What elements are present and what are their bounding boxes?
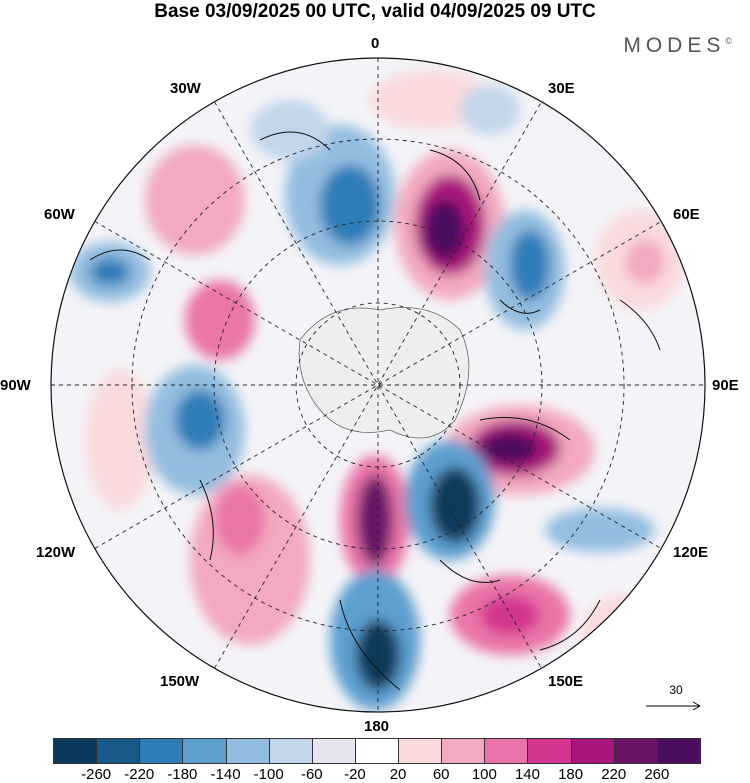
colorbar-swatch [441,738,486,764]
brand-name: MODES [623,34,726,57]
colorbar-tick-label: 220 [601,766,627,783]
colorbar-swatch [96,738,141,764]
lon-label-90w: 90W [0,377,31,394]
lon-label-90e: 90E [712,377,739,394]
colorbar-swatch [268,738,313,764]
colorbar-tick-label: -20 [344,766,366,783]
colorbar-swatch [398,738,443,764]
colorbar-tick-label: -100 [253,766,284,783]
colorbar-tick-label: 140 [514,766,540,783]
colorbar-swatch [527,738,572,764]
colorbar-swatch [613,738,658,764]
vector-reference-label: 30 [669,683,683,697]
copyright-mark: © [725,36,732,46]
colorbar-swatch [484,738,529,764]
lon-label-60e: 60E [673,206,700,223]
colorbar-tick-label: -140 [210,766,241,783]
colorbar-tick-label: 260 [644,766,670,783]
colorbar-swatch [354,738,400,764]
lon-label-30e: 30E [548,80,575,97]
lon-label-180: 180 [364,718,390,735]
anomaly-field [51,58,705,712]
colorbar-tick-label: 60 [432,766,450,783]
colorbar-swatch [311,738,356,764]
lon-label-120w: 120W [36,544,76,561]
map-title: Base 03/09/2025 00 UTC, valid 04/09/2025… [154,1,596,22]
modes-logo: MODES© [623,34,732,58]
lon-label-150e: 150E [548,673,584,690]
colorbar-swatch [570,738,615,764]
colorbar-swatch [53,738,97,764]
map-boundary [50,57,706,713]
colorbar-frame [53,738,700,764]
colorbar-tick-label: -220 [124,766,155,783]
colorbar-tick-label: -60 [300,766,323,783]
colorbar-tick-label: -180 [167,766,198,783]
colorbar-swatch [225,738,270,764]
lon-label-30w: 30W [170,80,201,97]
lon-label-150w: 150W [160,673,200,690]
colorbar-tick-label: 100 [471,766,497,783]
lon-label-60w: 60W [44,206,75,223]
colorbar-tick-label: 20 [389,766,407,783]
lon-label-120e: 120E [673,544,709,561]
colorbar-swatch [182,738,227,764]
lon-label-0: 0 [371,35,380,52]
colorbar-tick-label: -260 [81,766,112,783]
colorbar-swatch [656,738,701,764]
colorbar-tick-label: 180 [558,766,584,783]
colorbar-swatch [139,738,184,764]
